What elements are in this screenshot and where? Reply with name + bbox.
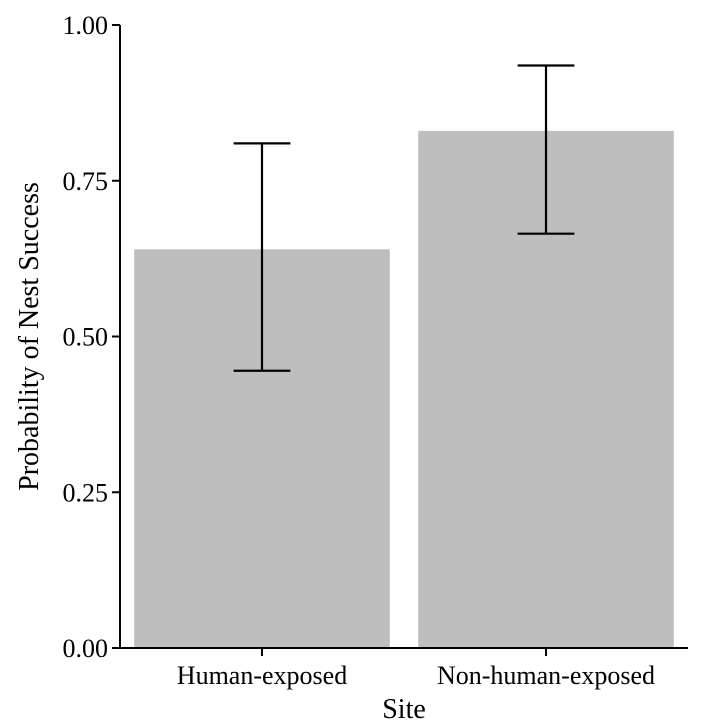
error-bars xyxy=(233,64,575,372)
y-axis-ticks: 0.00 0.25 0.50 0.75 1.00 xyxy=(63,11,120,663)
y-tick-label: 0.75 xyxy=(63,167,109,196)
y-tick-label: 0.25 xyxy=(63,478,109,507)
x-axis-title: Site xyxy=(382,694,426,723)
bars xyxy=(134,130,674,648)
x-tick-label: Non-human-exposed xyxy=(437,661,655,690)
y-tick-label: 0.50 xyxy=(63,323,109,352)
y-tick-label: 0.00 xyxy=(63,634,109,663)
x-tick-label: Human-exposed xyxy=(177,661,347,690)
y-tick-label: 1.00 xyxy=(63,11,109,40)
error-bar xyxy=(233,142,291,372)
error-bar xyxy=(517,64,575,235)
y-axis-title: Probability of Nest Success xyxy=(14,182,45,491)
x-axis-ticks: Human-exposed Non-human-exposed xyxy=(177,648,655,690)
